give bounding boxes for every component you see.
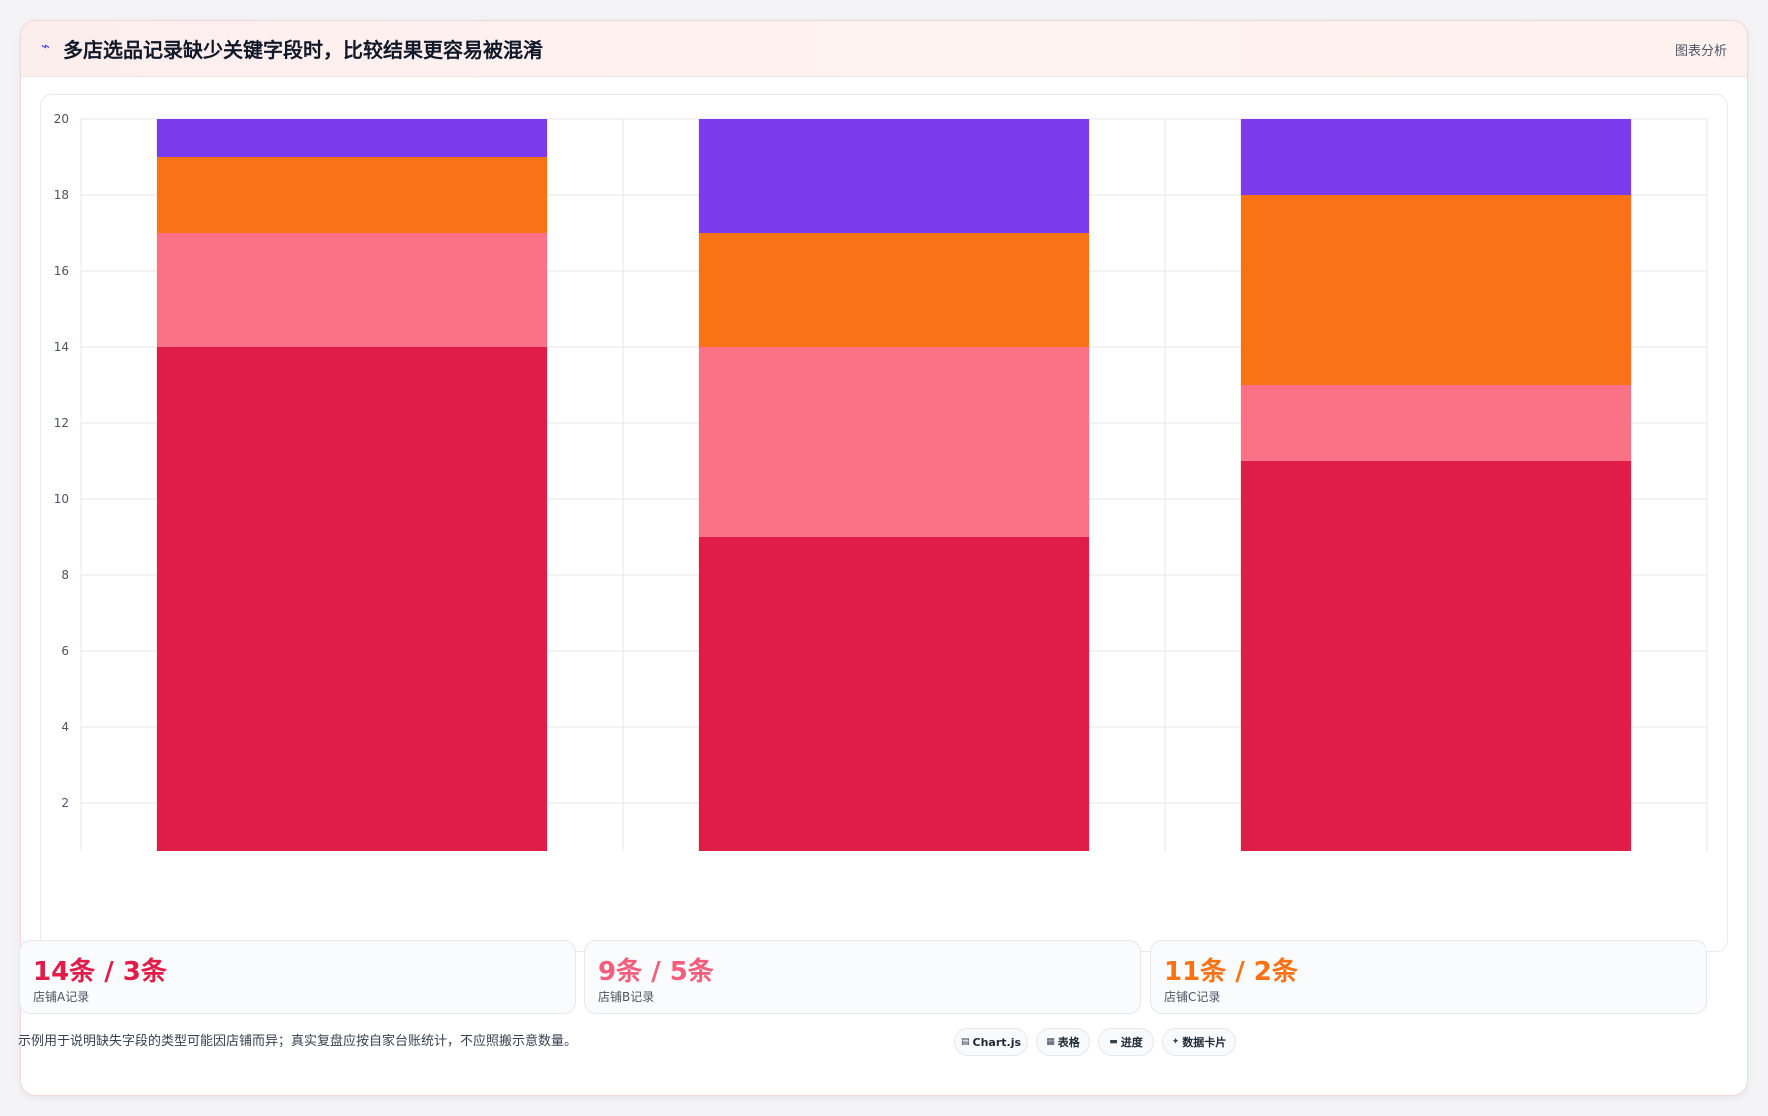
tag-table[interactable]: ▦ 表格 [1036,1028,1090,1056]
stat-value: 9条 / 5条 [598,957,714,987]
y-tick-label: 14 [54,340,69,354]
bar-segment [156,157,548,233]
tag-data-card[interactable]: ✦ 数据卡片 [1162,1028,1236,1056]
footnote: 示例用于说明缺失字段的类型可能因店铺而异；真实复盘应按自家台账统计，不应照搬示意… [18,1034,578,1049]
stat-card-store-c: 11条 / 2条 店铺C记录 [1150,940,1707,1014]
wave-icon: ⌁ [41,37,51,55]
bar-segment [156,233,548,347]
stat-value: 14条 / 3条 [33,957,167,987]
stat-value: 11条 / 2条 [1164,957,1298,987]
y-tick-label: 10 [54,492,69,506]
y-tick-label: 6 [61,644,69,658]
bar-segment [1240,195,1632,385]
bar-segment [1240,461,1632,851]
y-tick-label: 12 [54,416,69,430]
sparkle-icon: ✦ [1171,1037,1180,1047]
stat-card-store-a: 14条 / 3条 店铺A记录 [19,940,576,1014]
chart-analysis-link[interactable]: 图表分析 [1674,44,1727,59]
bar-segment [156,347,548,851]
y-tick-label: 8 [61,568,69,582]
stat-label: 店铺B记录 [598,990,655,1004]
bar-segment [1240,385,1632,461]
y-tick-label: 2 [61,796,69,810]
tag-chartjs[interactable]: ▤ Chart.js [954,1028,1028,1056]
bar-segment [156,119,548,157]
tag-label: Chart.js [972,1035,1022,1049]
chart-panel: 02468101214161820店铺A记录店铺B记录店铺C记录完整记录缺观察周… [40,94,1728,952]
y-tick-label: 20 [54,112,69,126]
tag-label: 数据卡片 [1182,1036,1227,1049]
chart-card: ⌁ 多店选品记录缺少关键字段时，比较结果更容易被混淆 图表分析 02468101… [20,20,1748,1096]
stat-label: 店铺A记录 [33,990,90,1004]
tag-label: 表格 [1057,1036,1080,1049]
tag-label: 进度 [1120,1036,1143,1049]
stat-label: 店铺C记录 [1164,990,1221,1004]
y-tick-label: 16 [54,264,69,278]
table-icon: ▦ [1046,1037,1055,1047]
card-header: ⌁ 多店选品记录缺少关键字段时，比较结果更容易被混淆 图表分析 [21,21,1747,77]
stat-cards: 14条 / 3条 店铺A记录 9条 / 5条 店铺B记录 11条 / 2条 店铺… [19,940,1707,1014]
bar-segment [1240,119,1632,195]
bar-segment [698,233,1090,347]
progress-icon: ▬ [1109,1037,1118,1047]
chart-icon: ▤ [960,1037,970,1047]
bar-segment [698,119,1090,233]
bar-segment [698,537,1090,851]
bar-segment [698,347,1090,537]
y-tick-label: 4 [61,720,69,734]
y-tick-label: 18 [54,188,69,202]
stacked-bar-chart: 02468101214161820店铺A记录店铺B记录店铺C记录完整记录缺观察周… [54,112,1708,851]
card-title: 多店选品记录缺少关键字段时，比较结果更容易被混淆 [63,38,543,62]
tag-progress[interactable]: ▬ 进度 [1098,1028,1154,1056]
stat-card-store-b: 9条 / 5条 店铺B记录 [584,940,1141,1014]
